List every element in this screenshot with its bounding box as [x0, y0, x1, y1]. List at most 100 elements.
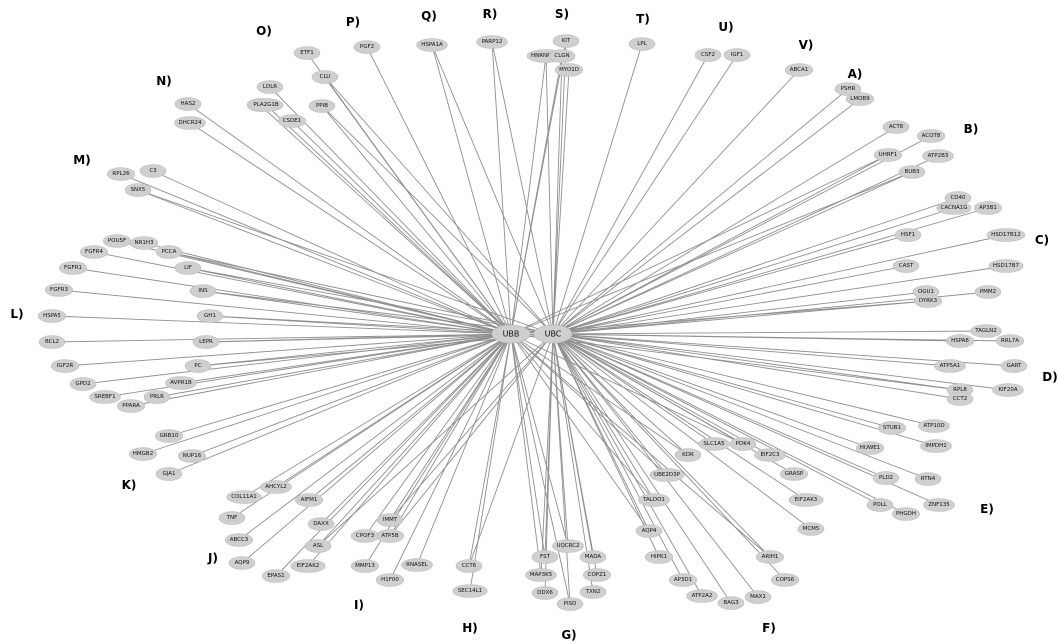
node-ellipse[interactable]	[914, 472, 942, 486]
node-ellipse[interactable]	[307, 517, 335, 531]
node-ellipse[interactable]	[260, 480, 292, 494]
node-fgfr4[interactable]: FGFR4	[79, 245, 109, 259]
node-nup16[interactable]: NUP16	[177, 449, 207, 463]
node-ellipse[interactable]	[698, 437, 730, 451]
node-lpl[interactable]: LPL	[628, 37, 656, 51]
node-ellipse[interactable]	[582, 568, 612, 582]
node-prlr[interactable]: PRLR	[143, 390, 171, 404]
hub-ellipse[interactable]	[533, 324, 573, 344]
node-kif20a[interactable]: KIF20A	[992, 383, 1024, 397]
node-c3[interactable]: C3	[139, 164, 167, 178]
node-cpof3[interactable]: CPOF3	[350, 529, 380, 543]
node-ellipse[interactable]	[845, 92, 875, 106]
node-cops6[interactable]: COPS6	[770, 573, 800, 587]
node-fst[interactable]: FST	[531, 550, 559, 564]
node-ellipse[interactable]	[797, 522, 825, 536]
node-ellipse[interactable]	[784, 63, 814, 77]
node-gja1[interactable]: GJA1	[155, 467, 183, 481]
node-arih1[interactable]: ARIH1	[755, 550, 785, 564]
node-pou5f[interactable]: POU5F	[102, 234, 132, 248]
node-has2[interactable]: HAS2	[174, 97, 202, 111]
node-ellipse[interactable]	[668, 573, 698, 587]
node-ellipse[interactable]	[552, 34, 580, 48]
node-ellipse[interactable]	[228, 556, 256, 570]
node-ellipse[interactable]	[872, 471, 900, 485]
node-pla2g1b[interactable]: PLA2G1B	[248, 98, 284, 112]
node-clu[interactable]: CLU	[311, 70, 339, 84]
node-ellipse[interactable]	[946, 392, 974, 406]
node-bag3[interactable]: BAG3	[717, 596, 745, 610]
node-daxx[interactable]: DAXX	[307, 517, 335, 531]
node-immt[interactable]: IMMT	[376, 513, 404, 527]
node-etf1[interactable]: ETF1	[293, 46, 321, 60]
node-ellipse[interactable]	[452, 584, 488, 598]
node-srebf1[interactable]: SREBF1	[89, 390, 121, 404]
node-ellipse[interactable]	[476, 35, 508, 49]
node-atp5a1[interactable]: ATP5A1	[934, 359, 966, 373]
node-ellipse[interactable]	[308, 99, 336, 113]
node-pc[interactable]: PC	[184, 359, 212, 373]
node-col11a1[interactable]: COL11A1	[226, 490, 262, 504]
node-ellipse[interactable]	[143, 390, 171, 404]
node-atp2b3[interactable]: ATP2B3	[922, 149, 954, 163]
node-ellipse[interactable]	[744, 590, 772, 604]
node-h1f00[interactable]: H1F00	[375, 573, 405, 587]
node-ellipse[interactable]	[770, 573, 800, 587]
node-ellipse[interactable]	[723, 48, 751, 62]
node-ellipse[interactable]	[548, 49, 576, 63]
node-ellipse[interactable]	[106, 167, 136, 181]
node-ellipse[interactable]	[873, 148, 903, 162]
node-lepr[interactable]: LEPR	[192, 335, 220, 349]
node-ahcyl2[interactable]: AHCYL2	[260, 480, 292, 494]
node-ellipse[interactable]	[970, 324, 1002, 338]
node-sec14l1[interactable]: SEC14L1	[452, 584, 488, 598]
node-ellipse[interactable]	[155, 245, 183, 259]
node-mmp13[interactable]: MMP13	[350, 559, 380, 573]
node-ellipse[interactable]	[129, 236, 159, 250]
node-hmgb2[interactable]: HMGB2	[128, 447, 158, 461]
node-ellipse[interactable]	[192, 335, 220, 349]
node-snx5[interactable]: SNX5	[124, 183, 152, 197]
node-bcl2[interactable]: BCL2	[38, 335, 66, 349]
node-gart[interactable]: GART	[1000, 359, 1028, 373]
node-bub3[interactable]: BUB3	[898, 165, 926, 179]
node-atp5b[interactable]: ATP5B	[375, 529, 405, 543]
node-ellipse[interactable]	[918, 419, 950, 433]
node-ellipse[interactable]	[877, 421, 907, 435]
node-hspa8[interactable]: HSPA8	[945, 334, 975, 348]
node-txn2[interactable]: TXN2	[579, 585, 607, 599]
node-ellipse[interactable]	[754, 448, 786, 462]
node-ellipse[interactable]	[350, 559, 380, 573]
node-hspa5[interactable]: HSPA5	[37, 309, 67, 323]
node-znf135[interactable]: ZNF135	[923, 498, 955, 512]
node-ellipse[interactable]	[353, 40, 381, 54]
node-ellipse[interactable]	[779, 467, 809, 481]
node-ellipse[interactable]	[184, 359, 212, 373]
node-ellipse[interactable]	[155, 467, 183, 481]
node-tagln2[interactable]: TAGLN2	[970, 324, 1002, 338]
node-ellipse[interactable]	[531, 586, 559, 600]
node-grasp[interactable]: GRASP	[779, 467, 809, 481]
node-abca1[interactable]: ABCA1	[784, 63, 814, 77]
node-ellipse[interactable]	[635, 524, 663, 538]
node-ellipse[interactable]	[986, 228, 1026, 242]
node-lif[interactable]: LIF	[174, 261, 202, 275]
node-aqp9[interactable]: AQP9	[228, 556, 256, 570]
node-fgfr3[interactable]: FGFR3	[44, 283, 74, 297]
node-hsd17b12[interactable]: HSD17B12	[986, 228, 1026, 242]
node-ellipse[interactable]	[992, 383, 1024, 397]
node-ube2d3p[interactable]: UBE2D3P	[649, 468, 685, 482]
node-ellipse[interactable]	[89, 390, 121, 404]
node-ellipse[interactable]	[79, 245, 109, 259]
node-pisd[interactable]: PISD	[556, 597, 584, 611]
node-ellipse[interactable]	[128, 447, 158, 461]
node-hipk1[interactable]: HIPK1	[644, 550, 674, 564]
node-rtn4[interactable]: RTN4	[914, 472, 942, 486]
node-ellipse[interactable]	[248, 98, 284, 112]
node-ellipse[interactable]	[755, 550, 785, 564]
node-eif2c3[interactable]: EIF2C3	[754, 448, 786, 462]
node-parp12[interactable]: PARP12	[476, 35, 508, 49]
node-pcca[interactable]: PCCA	[155, 245, 183, 259]
node-ellipse[interactable]	[554, 63, 584, 77]
node-ellipse[interactable]	[290, 559, 326, 573]
